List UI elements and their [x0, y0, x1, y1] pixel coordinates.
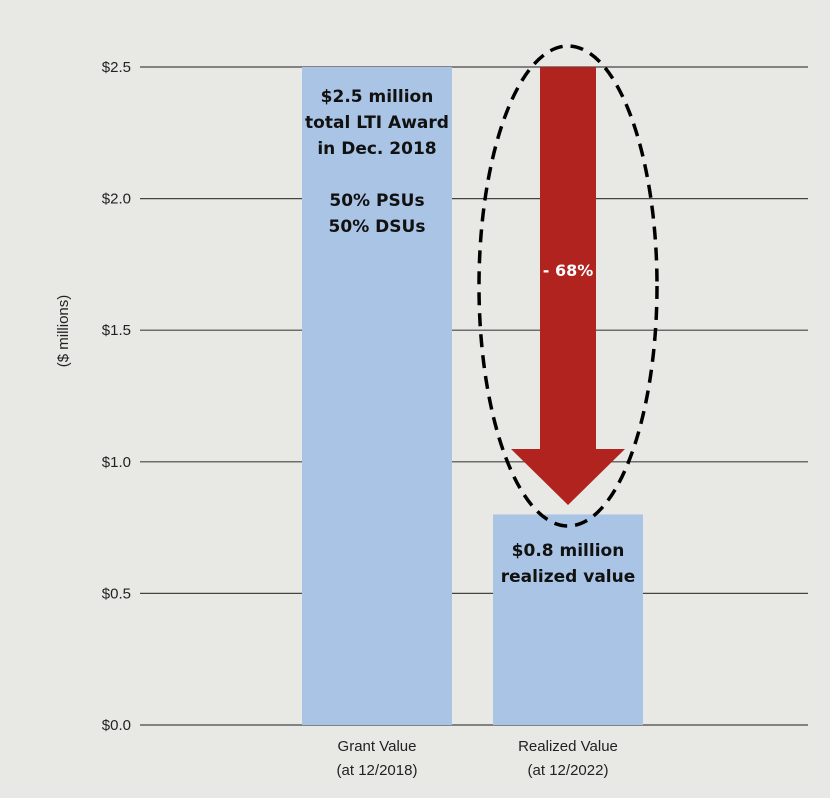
- gridlines: [140, 66, 808, 726]
- y-tick-label: $0.0: [102, 717, 131, 734]
- bar-annotations: $2.5 million total LTI Award in Dec. 2018 5…: [305, 87, 635, 587]
- x-label-line1: Realized Value: [518, 738, 618, 755]
- realized-value-bar: [493, 514, 643, 725]
- x-label-line1: Grant Value: [338, 738, 417, 755]
- grant-annotation-line: total LTI Award: [305, 113, 449, 133]
- grant-annotation-line: 50% DSUs: [329, 217, 426, 237]
- grant-annotation-line: $2.5 million: [321, 87, 434, 107]
- y-tick-label: $1.0: [102, 454, 131, 471]
- y-tick-label: $2.0: [102, 191, 131, 208]
- bars: [302, 67, 643, 725]
- realized-annotation-line: $0.8 million: [512, 541, 625, 561]
- dashed-highlight-ellipse: [477, 44, 659, 528]
- grant-annotation-line: 50% PSUs: [329, 191, 424, 211]
- decline-arrow-group: - 68%: [477, 44, 659, 528]
- y-tick-label: $0.5: [102, 585, 131, 602]
- grant-annotation-line: in Dec. 2018: [317, 139, 436, 159]
- y-tick-label: $1.5: [102, 322, 131, 339]
- decline-arrow: [511, 67, 625, 505]
- x-label-line2: (at 12/2022): [528, 762, 609, 779]
- y-tick-label: $2.5: [102, 59, 131, 76]
- x-category-labels: Grant Value (at 12/2018) Realized Value (at…: [337, 738, 618, 779]
- y-tick-labels: $0.0 $0.5 $1.0 $1.5 $2.0 $2.5: [102, 59, 131, 734]
- x-label-line2: (at 12/2018): [337, 762, 418, 779]
- grant-value-bar: [302, 67, 452, 725]
- realized-annotation-line: realized value: [501, 567, 636, 587]
- decline-percent-label: - 68%: [543, 261, 594, 280]
- y-axis-label: ($ millions): [55, 295, 72, 368]
